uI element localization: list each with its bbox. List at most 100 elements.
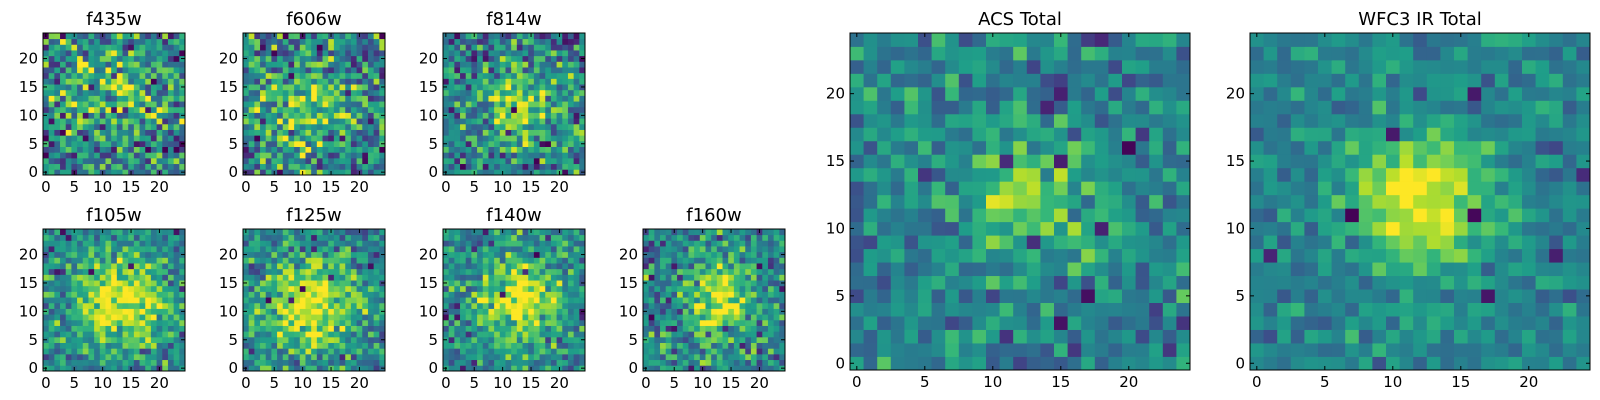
heatmap-cell [460, 169, 467, 176]
heatmap-cell [516, 314, 523, 321]
heatmap-cell [162, 135, 169, 142]
heatmap-cell [65, 38, 72, 45]
heatmap-cell [562, 257, 569, 264]
heatmap-cell [1135, 235, 1150, 250]
heatmap-cell [550, 38, 557, 45]
heatmap-cell [556, 67, 563, 74]
heatmap-cell [305, 72, 312, 79]
heatmap-cell [373, 325, 380, 332]
heatmap-cell [145, 240, 152, 247]
heatmap-cell [539, 336, 546, 343]
heatmap-cell [448, 89, 455, 96]
heatmap-cell [156, 163, 163, 170]
heatmap-cell [294, 314, 301, 321]
heatmap-cell [533, 302, 540, 309]
heatmap-cell [550, 285, 557, 292]
heatmap-cell [322, 44, 329, 51]
heatmap-cell [567, 33, 575, 40]
heatmap-cell [545, 359, 552, 366]
heatmap-cell [139, 291, 146, 298]
heatmap-cell [505, 291, 512, 298]
heatmap-cell [533, 285, 540, 292]
heatmap-cell [1162, 167, 1177, 182]
heatmap-cell [494, 135, 501, 142]
heatmap-cell [1040, 167, 1055, 182]
heatmap-cell [488, 257, 495, 264]
heatmap-cell [918, 235, 932, 250]
heatmap-cell [465, 251, 472, 258]
heatmap-cell [243, 38, 250, 45]
heatmap-cell [494, 240, 501, 247]
heatmap-cell [122, 308, 129, 315]
heatmap-cell [48, 291, 55, 298]
heatmap-cell [716, 274, 723, 281]
heatmap-cell [562, 365, 569, 372]
heatmap-cell [65, 336, 72, 343]
y-tick-label: 5 [428, 135, 438, 153]
heatmap-cell [60, 280, 67, 287]
heatmap-cell [379, 302, 386, 309]
heatmap-cell [550, 297, 557, 304]
heatmap-cell [522, 280, 529, 287]
heatmap-cell [722, 240, 729, 247]
heatmap-cell [345, 348, 352, 355]
heatmap-cell [133, 67, 140, 74]
heatmap-cell [299, 308, 306, 315]
heatmap-cell [145, 146, 152, 153]
heatmap-cell [705, 348, 712, 355]
heatmap-cell [465, 365, 472, 372]
panel-title: f435w [86, 9, 141, 30]
heatmap-cell [311, 44, 318, 51]
heatmap-cell [162, 234, 169, 241]
heatmap-cell [271, 319, 278, 326]
heatmap-cell [265, 274, 272, 281]
heatmap-cell [243, 234, 250, 241]
heatmap-cell [150, 106, 157, 113]
heatmap-cell [373, 50, 380, 57]
heatmap-cell [54, 152, 61, 159]
heatmap-cell [373, 152, 380, 159]
heatmap-cell [545, 331, 552, 338]
heatmap-cell [294, 157, 301, 165]
heatmap-cell [94, 38, 101, 45]
heatmap-cell [282, 319, 289, 326]
heatmap-cell [539, 348, 546, 355]
heatmap-cell [528, 342, 535, 349]
heatmap-cell [71, 285, 78, 292]
heatmap-cell [288, 251, 295, 258]
heatmap-cell [539, 135, 546, 142]
heatmap-cell [671, 353, 678, 361]
heatmap-cell [465, 229, 472, 236]
heatmap-cell [356, 268, 363, 275]
heatmap-cell [539, 268, 546, 275]
heatmap-cell [533, 319, 540, 326]
heatmap-cell [767, 359, 775, 366]
heatmap-cell [48, 280, 55, 287]
heatmap-cell [494, 325, 501, 332]
heatmap-cell [699, 274, 706, 281]
heatmap-cell [443, 302, 450, 309]
heatmap-cell [333, 246, 340, 253]
heatmap-cell [471, 135, 478, 142]
heatmap-cell [739, 359, 746, 366]
heatmap-cell [243, 246, 250, 253]
heatmap-cell [716, 285, 723, 292]
heatmap-cell [328, 146, 335, 153]
heatmap-cell [499, 314, 506, 321]
heatmap-cell [150, 61, 157, 68]
heatmap-cell [322, 229, 329, 236]
heatmap-cell [505, 342, 512, 349]
heatmap-cell [48, 308, 55, 315]
heatmap-cell [48, 123, 55, 130]
heatmap-cell [356, 123, 363, 130]
heatmap-cell [367, 112, 375, 119]
heatmap-cell [660, 257, 667, 264]
heatmap-cell [573, 319, 580, 326]
heatmap-cell [999, 235, 1014, 250]
heatmap-cell [499, 129, 506, 136]
heatmap-cell [345, 234, 352, 241]
heatmap-cell [533, 118, 540, 125]
heatmap-cell [271, 152, 278, 159]
heatmap-cell [972, 235, 987, 250]
heatmap-cell [145, 67, 152, 74]
